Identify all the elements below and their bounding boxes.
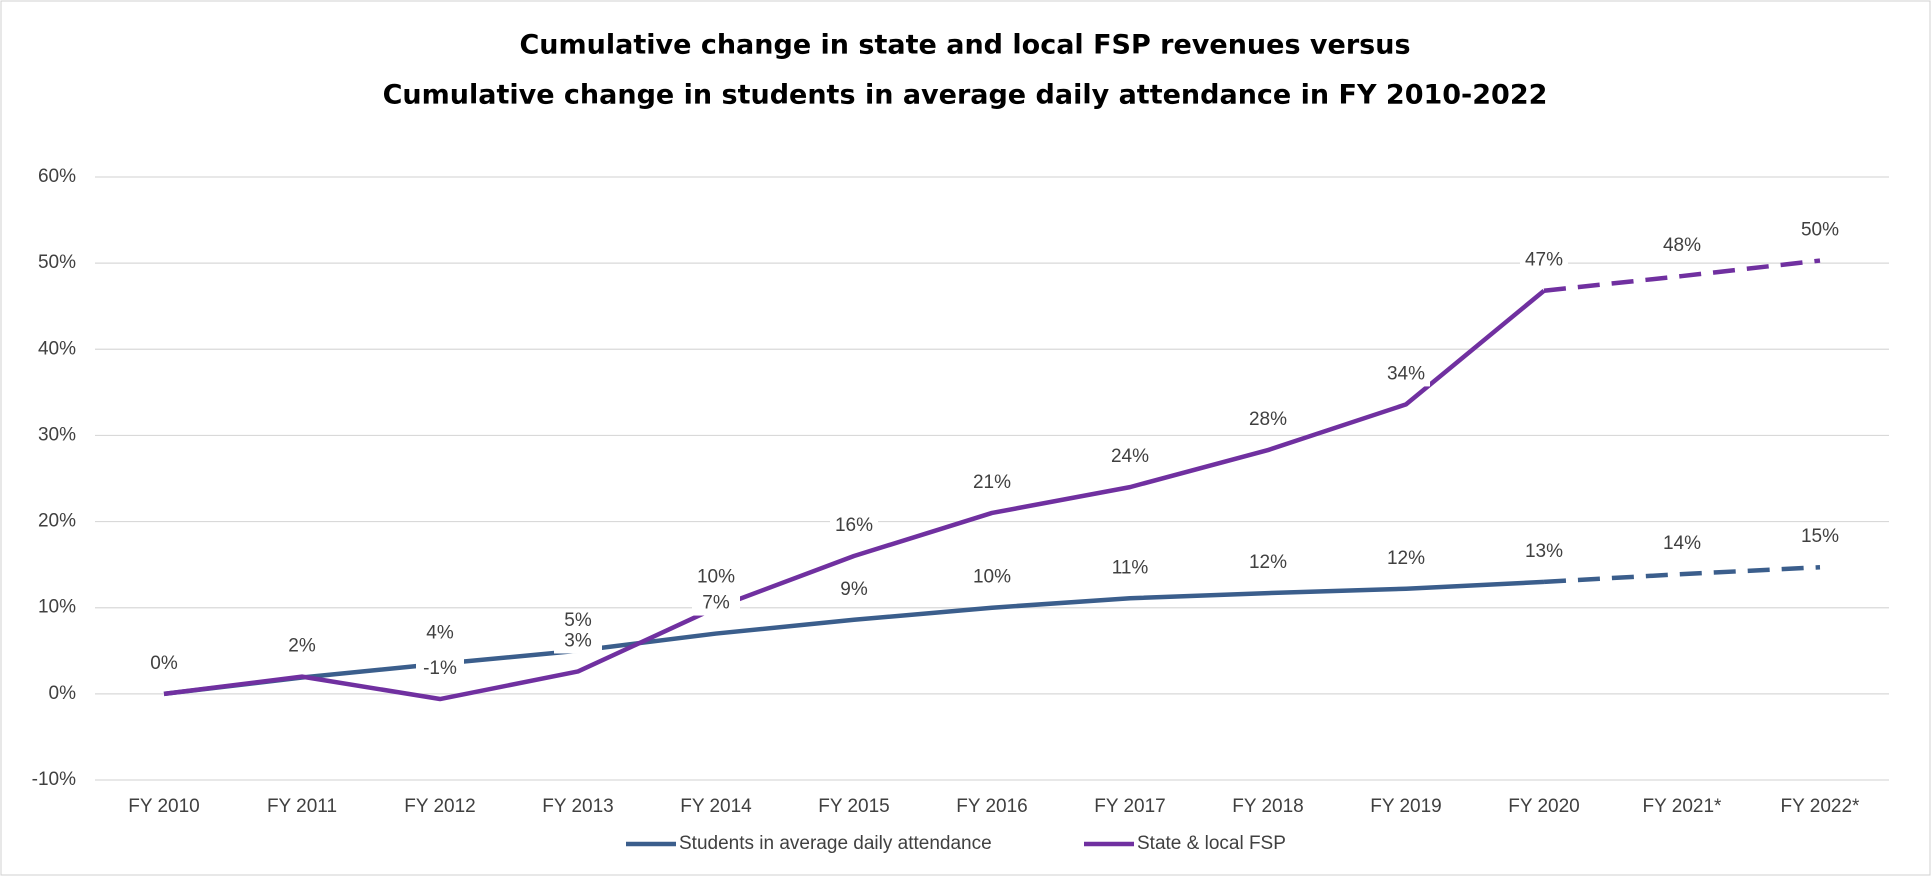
- data-label: 24%: [1111, 446, 1149, 467]
- y-tick-label: 30%: [38, 424, 76, 445]
- data-label: 16%: [835, 515, 873, 536]
- data-label-bg: [830, 577, 878, 602]
- x-tick-label: FY 2019: [1370, 796, 1441, 817]
- data-label-bg: [1796, 218, 1844, 243]
- data-label-bg: [1106, 556, 1154, 581]
- data-label-bg: [692, 565, 740, 590]
- data-label-bg: [1658, 532, 1706, 557]
- data-label: 10%: [697, 567, 735, 588]
- data-label: 11%: [1112, 557, 1149, 578]
- x-tick-label: FY 2011: [267, 796, 337, 817]
- x-tick-label: FY 2017: [1094, 796, 1165, 817]
- data-label-bg: [1244, 551, 1292, 576]
- series-line: [163, 288, 1546, 702]
- data-label-bg: [1382, 546, 1430, 571]
- data-label: 9%: [840, 579, 868, 600]
- data-label: 34%: [1387, 363, 1425, 384]
- data-label: 48%: [1663, 235, 1701, 256]
- data-label: 10%: [973, 567, 1011, 588]
- y-tick-label: 50%: [38, 252, 76, 273]
- data-label-bg: [968, 565, 1016, 590]
- x-tick-label: FY 2020: [1508, 796, 1579, 817]
- data-label-bg: [830, 514, 878, 539]
- data-label: 21%: [973, 472, 1011, 493]
- data-label-bg: [416, 621, 464, 646]
- chart-title: Cumulative change in state and local FSP…: [519, 30, 1410, 61]
- series-line: [1543, 564, 1821, 585]
- data-label: 3%: [564, 630, 592, 651]
- data-label-bg: [554, 629, 602, 654]
- data-label-bg: [1382, 362, 1430, 387]
- data-label: 12%: [1387, 548, 1425, 569]
- data-label-bg: [416, 657, 464, 682]
- y-tick-label: 10%: [38, 597, 76, 618]
- y-tick-label: 0%: [49, 683, 77, 704]
- y-tick-label: 20%: [38, 511, 76, 532]
- x-tick-label: FY 2014: [680, 796, 752, 817]
- y-tick-label: -10%: [32, 769, 76, 790]
- data-label: 7%: [702, 593, 730, 614]
- x-tick-label: FY 2012: [404, 796, 475, 817]
- data-label: 15%: [1801, 526, 1839, 547]
- legend-label: State & local FSP: [1137, 833, 1286, 854]
- data-label: 13%: [1525, 541, 1563, 562]
- data-label-bg: [140, 651, 188, 676]
- data-label: 0%: [150, 653, 178, 674]
- y-tick-label: 60%: [38, 166, 76, 187]
- x-tick-label: FY 2010: [128, 796, 199, 817]
- data-label: -1%: [423, 658, 457, 679]
- y-tick-label: 40%: [38, 338, 76, 359]
- x-tick-label: FY 2022*: [1781, 796, 1860, 817]
- data-label: 5%: [564, 610, 592, 631]
- data-label-bg: [278, 634, 326, 659]
- x-tick-label: FY 2016: [956, 796, 1027, 817]
- data-label-bg: [968, 470, 1016, 495]
- data-label: 28%: [1249, 409, 1287, 430]
- data-label: 12%: [1249, 552, 1287, 573]
- data-label-bg: [1658, 234, 1706, 259]
- x-tick-label: FY 2021*: [1643, 796, 1722, 817]
- series-line: [163, 579, 1545, 697]
- legend-label: Students in average daily attendance: [679, 833, 992, 854]
- data-label-bg: [554, 608, 602, 633]
- data-label: 50%: [1801, 220, 1839, 241]
- data-label: 2%: [288, 636, 316, 657]
- data-label: 4%: [426, 623, 454, 644]
- data-label-bg: [1520, 539, 1568, 564]
- series-line: [1543, 258, 1821, 293]
- x-tick-label: FY 2015: [818, 796, 889, 817]
- data-label-bg: [1244, 408, 1292, 433]
- data-label: 14%: [1663, 533, 1701, 554]
- data-label: 47%: [1525, 250, 1563, 271]
- chart-title: Cumulative change in students in average…: [383, 80, 1548, 111]
- data-label-bg: [1520, 248, 1568, 273]
- x-tick-label: FY 2013: [542, 796, 613, 817]
- data-label-bg: [1106, 445, 1154, 470]
- data-label-bg: [692, 591, 740, 616]
- data-label-bg: [1796, 525, 1844, 550]
- x-tick-label: FY 2018: [1232, 796, 1303, 817]
